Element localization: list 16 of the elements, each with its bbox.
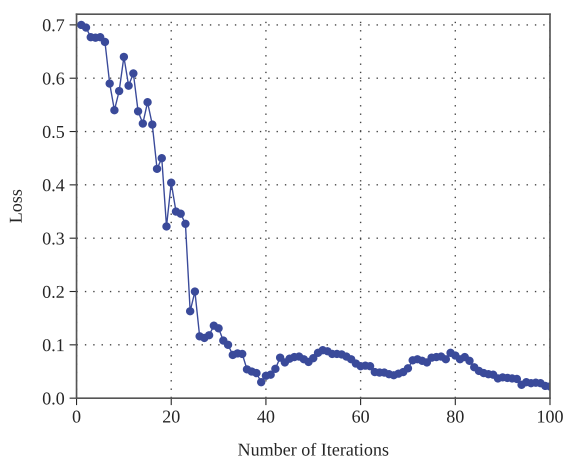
y-tick-label: 0.4 (42, 179, 64, 192)
x-tick-label: 100 (538, 410, 563, 423)
x-tick-label: 80 (446, 410, 464, 423)
y-tick-label: 0.5 (42, 126, 64, 138)
x-tick-label: 40 (257, 410, 274, 423)
y-tick-label: 0.0 (42, 392, 64, 405)
y-tick-label: 0.2 (42, 286, 64, 298)
y-axis-title: Loss (10, 190, 22, 223)
y-tick-label: 0.6 (42, 72, 64, 85)
x-tick-label: 60 (352, 410, 369, 423)
x-tick-label: 0 (72, 410, 80, 423)
x-axis-title: Number of Iterations (238, 442, 388, 456)
y-tick-label: 0.3 (42, 232, 64, 245)
x-tick-label: 20 (163, 410, 180, 423)
y-tick-label: 0.1 (42, 339, 64, 352)
y-tick-label: 0.7 (42, 19, 64, 32)
